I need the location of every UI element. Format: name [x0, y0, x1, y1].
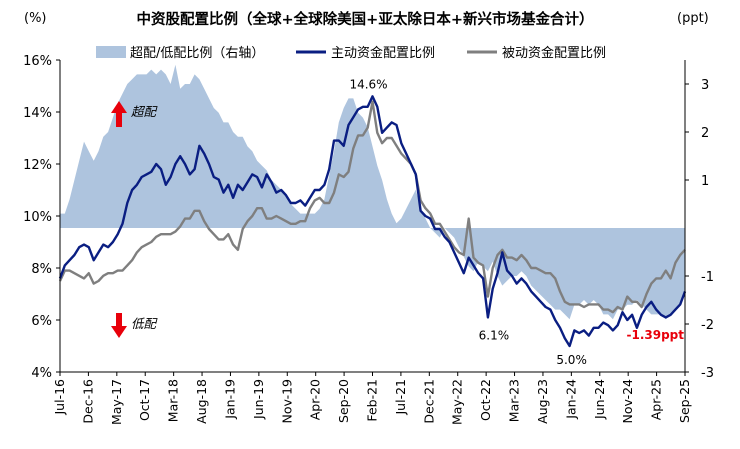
x-tick-label: May-17: [109, 379, 124, 425]
left-tick-label: 6%: [31, 314, 52, 329]
x-tick-label: Jan-19: [223, 379, 238, 420]
legend: 超配/低配比例（右轴） 主动资金配置比例 被动资金配置比例: [96, 45, 606, 61]
left-axis-unit: (%): [24, 11, 47, 26]
x-tick-label: Dec-16: [80, 379, 95, 424]
left-tick-label: 10%: [23, 210, 52, 225]
x-tick-label: Apr-25: [649, 379, 664, 420]
x-tick-label: Mar-18: [166, 379, 181, 422]
plot-area: [58, 64, 687, 348]
axes: 4% 6% 8% 10% 12% 14% 16% -3 -2 -1 1 2 3 Jul-16 Dec-16 M…: [23, 54, 714, 425]
x-tick-label: Nov-19: [279, 379, 294, 424]
left-tick-label: 8%: [31, 262, 52, 277]
x-tick-label: Sep-25: [677, 379, 692, 423]
legend-label-passive: 被动资金配置比例: [502, 45, 606, 61]
right-axis-unit: (ppt): [677, 11, 709, 26]
x-tick-label: May-22: [450, 379, 465, 425]
x-tick-label: Nov-24: [620, 379, 635, 424]
underweight-label: 低配: [131, 316, 159, 331]
x-tick-label: Dec-21: [421, 379, 436, 424]
x-tick-label: Feb-21: [365, 379, 380, 422]
right-tick-label: -2: [701, 318, 714, 333]
left-tick-label: 14%: [23, 106, 52, 121]
x-tick-label: Jun-19: [251, 379, 266, 420]
right-tick-label: 2: [701, 126, 709, 141]
x-tick-label: Mar-23: [507, 379, 522, 422]
x-tick-label: Apr-20: [308, 379, 323, 420]
x-tick-label: Jan-24: [563, 379, 578, 420]
left-tick-label: 4%: [31, 366, 52, 381]
left-tick-label: 16%: [23, 54, 52, 69]
legend-label-area: 超配/低配比例（右轴）: [130, 46, 264, 61]
underweight-arrow-icon: [111, 313, 127, 338]
jan24-low-label: 5.0%: [556, 353, 587, 367]
right-tick-label: -1: [701, 270, 714, 285]
chart-title: 中资股配置比例（全球+全球除美国+亚太除日本+新兴市场基金合计）: [137, 10, 594, 28]
oct22-low-label: 6.1%: [479, 328, 510, 342]
x-tick-label: Aug-18: [194, 379, 209, 424]
overweight-arrow-icon: [111, 101, 127, 127]
overweight-label: 超配: [131, 104, 159, 119]
x-tick-label: Aug-23: [535, 379, 550, 424]
series-line-passive: [58, 100, 686, 314]
legend-label-active: 主动资金配置比例: [331, 45, 435, 61]
right-tick-label: 3: [701, 78, 709, 93]
x-tick-label: Oct-22: [478, 379, 493, 421]
x-tick-label: Oct-17: [137, 379, 152, 421]
right-tick-label: -3: [701, 366, 714, 381]
x-tick-label: Jul-16: [52, 379, 67, 416]
latest-value-label: -1.39ppt: [626, 328, 684, 342]
left-tick-label: 12%: [23, 158, 52, 173]
series-line-active: [58, 95, 687, 348]
right-tick-label: 1: [701, 174, 709, 189]
x-tick-label: Jul-21: [393, 379, 408, 416]
legend-swatch-area: [96, 46, 126, 58]
x-tick-label: Jun-24: [592, 379, 607, 420]
series-area-overweight: [60, 64, 685, 320]
x-tick-label: Sep-20: [336, 379, 351, 423]
peak-label: 14.6%: [349, 77, 387, 91]
